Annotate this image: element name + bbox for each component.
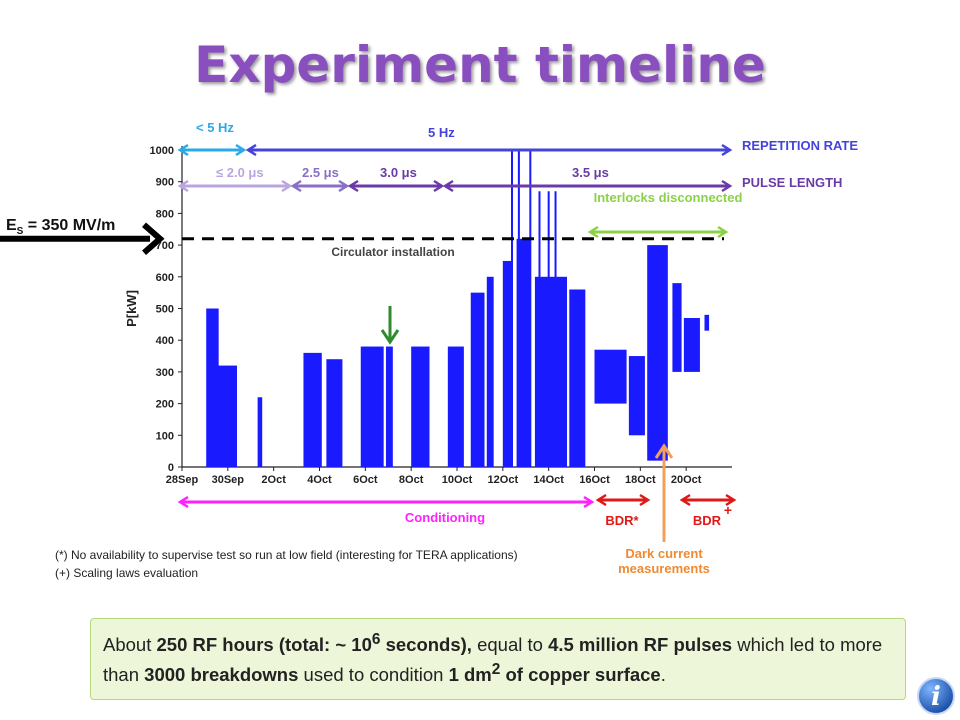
x-tick-label-28Sep: 28Sep	[166, 474, 199, 486]
power-segment-5	[360, 346, 384, 467]
dark-current-arrow-head	[654, 443, 674, 459]
interlocks-arrow-head-left	[587, 225, 599, 239]
power-segment-6	[385, 346, 393, 467]
power-segment-16	[628, 356, 645, 436]
x-tick-label-8Oct: 8Oct	[399, 474, 424, 486]
x-tick-label-12Oct: 12Oct	[488, 474, 519, 486]
interlocks-arrow-head-right	[717, 225, 729, 239]
footnote-bdr-star: (*) No availability to supervise test so…	[55, 548, 518, 562]
x-tick-label-10Oct: 10Oct	[442, 474, 473, 486]
pulse-length-1-arrow-head-left	[177, 179, 189, 193]
power-timeline-chart: 0 100 200 300 400 500 600 700 800 900 1000 28Sep 30S…	[0, 120, 858, 542]
power-segment-18	[672, 283, 682, 372]
y-tick-label-600: 600	[156, 272, 174, 284]
power-segment-1	[211, 365, 237, 467]
x-tick-label-16Oct: 16Oct	[579, 474, 610, 486]
y-tick-label-0: 0	[168, 462, 174, 474]
power-segment-11	[502, 260, 512, 467]
power-segment-4	[326, 359, 343, 467]
y-axis-label: P[kW]	[124, 290, 139, 327]
pulse-length-2: 2.5 μs	[302, 165, 339, 180]
rep-rate-5hz-arrow-head-left	[245, 143, 257, 157]
pulse-length-2-arrow-head-right	[338, 179, 350, 193]
pulse-length-2-arrow-head-left	[290, 179, 302, 193]
y-tick-label-100: 100	[156, 430, 174, 442]
dark-current-label: Dark current measurements	[618, 546, 710, 576]
power-segment-15	[594, 349, 627, 404]
circulator-arrow-head	[380, 329, 400, 345]
bdr-star-arrow-head-right	[639, 493, 651, 507]
x-tick-label-14Oct: 14Oct	[533, 474, 564, 486]
x-tick-label-6Oct: 6Oct	[353, 474, 378, 486]
power-segment-19	[683, 318, 700, 372]
power-segment-8	[447, 346, 464, 467]
pulse-length-title: PULSE LENGTH	[742, 175, 842, 190]
bdr-plus-arrow-head-right	[725, 493, 737, 507]
plot-area: 0 100 200 300 400 500 600 700 800 900 1000 28Sep 30S…	[0, 143, 737, 542]
conditioning-label: Conditioning	[405, 510, 485, 525]
conditioning-arrow-head-right	[583, 495, 595, 509]
y-tick-label-200: 200	[156, 399, 174, 411]
pulse-length-3: 3.0 μs	[380, 165, 417, 180]
y-tick-label-400: 400	[156, 335, 174, 347]
pulse-length-3-arrow-head-left	[347, 179, 359, 193]
rep-rate-low-arrow-head-right	[235, 143, 247, 157]
pulse-length-1-arrow-head-right	[281, 179, 293, 193]
rep-rate-title: REPETITION RATE	[742, 138, 858, 153]
interlocks-label: Interlocks disconnected	[594, 190, 743, 205]
y-tick-label-700: 700	[156, 240, 174, 252]
power-segment-12	[516, 238, 531, 467]
power-segment-20	[704, 314, 710, 331]
bdr-plus-label: BDR	[693, 513, 722, 528]
rep-rate-low-label: < 5 Hz	[196, 120, 234, 135]
power-segment-3	[303, 352, 322, 467]
power-segment-2	[257, 397, 263, 467]
x-tick-label-30Sep: 30Sep	[212, 474, 245, 486]
info-icon-glyph: i	[931, 682, 941, 712]
rep-rate-low-arrow-head-left	[177, 143, 189, 157]
pulse-length-3-arrow-head-right	[433, 179, 445, 193]
footnote-bdr-plus: (+) Scaling laws evaluation	[55, 566, 199, 580]
es-threshold-label: ES = 350 MV/m	[6, 217, 116, 238]
circulator-label: Circulator installation	[331, 245, 454, 259]
x-tick-label-18Oct: 18Oct	[625, 474, 656, 486]
y-tick-label-800: 800	[156, 208, 174, 220]
x-tick-label-4Oct: 4Oct	[307, 474, 332, 486]
es-arrow-head	[142, 222, 165, 256]
y-tick-label-300: 300	[156, 367, 174, 379]
interlocks-text: Interlocks disconnected	[594, 190, 743, 205]
bdr-star-arrow-head-left	[595, 493, 607, 507]
bdr-plus-sign: +	[724, 502, 732, 518]
rep-rate-5hz-label: 5 Hz	[428, 125, 455, 140]
power-segment-17	[647, 245, 668, 461]
slide-title: Experiment timeline	[194, 36, 766, 94]
x-tick-label-20Oct: 20Oct	[671, 474, 702, 486]
y-tick-label-1000: 1000	[150, 145, 174, 157]
bdr-plus-arrow-head-left	[679, 493, 691, 507]
rep-rate-5hz-arrow-head-right	[721, 143, 733, 157]
power-segment-14	[569, 289, 586, 467]
pulse-length-4: 3.5 μs	[572, 165, 609, 180]
power-segment-9	[470, 292, 485, 467]
pulse-length-1: ≤ 2.0 μs	[216, 165, 264, 180]
pulse-length-4-arrow-head-left	[442, 179, 454, 193]
bdr-star-label: BDR*	[605, 513, 639, 528]
chart-annotations: < 5 Hz 5 Hz REPETITION RATE ≤ 2.0 μs 2.5…	[196, 120, 858, 528]
info-icon[interactable]: i	[916, 676, 956, 716]
y-tick-label-900: 900	[156, 177, 174, 189]
y-tick-label-500: 500	[156, 304, 174, 316]
conditioning-arrow-head-left	[177, 495, 189, 509]
pulse-length-4-arrow-head-right	[721, 179, 733, 193]
summary-box: About 250 RF hours (total: ~ 106 seconds…	[90, 618, 906, 700]
power-segment-7	[411, 346, 430, 467]
x-tick-label-2Oct: 2Oct	[261, 474, 286, 486]
power-segment-10	[486, 276, 494, 467]
